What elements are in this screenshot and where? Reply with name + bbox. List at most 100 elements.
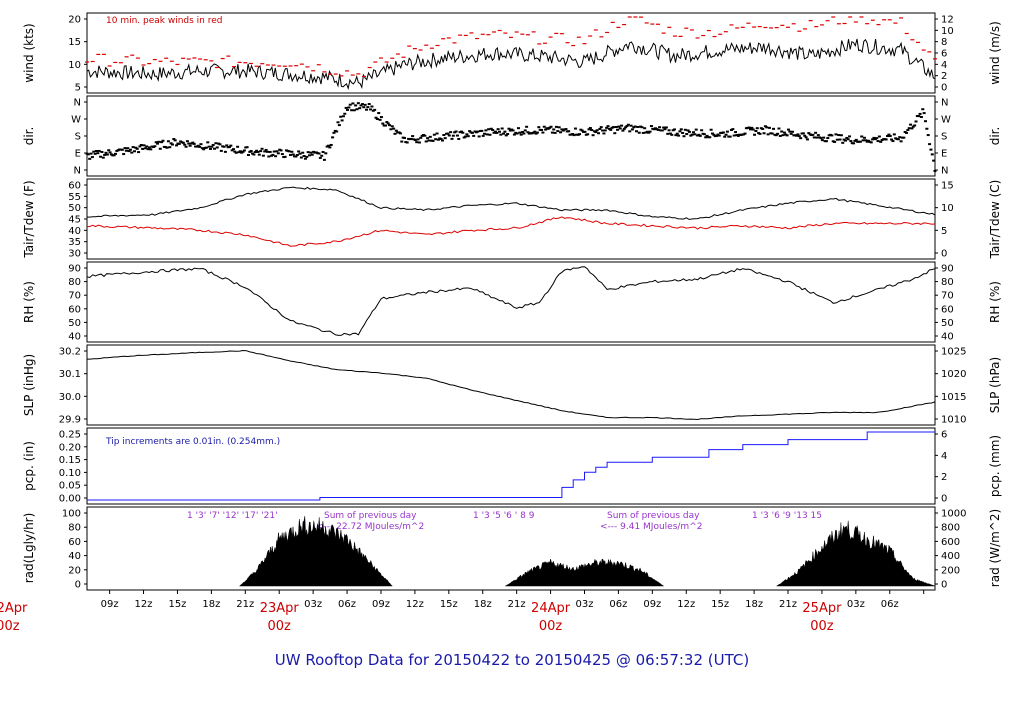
wind-direction-point xyxy=(103,153,107,156)
wind-direction-point xyxy=(343,112,347,115)
rh-right-tick-label: 40 xyxy=(941,332,954,343)
wind-direction-point xyxy=(225,144,229,147)
wind-direction-point xyxy=(835,138,839,141)
wind-direction-point xyxy=(321,151,325,154)
wind-direction-point xyxy=(690,133,694,136)
wind-direction-point xyxy=(628,130,632,133)
wind-direction-point xyxy=(130,151,134,154)
wind-direction-point xyxy=(484,129,488,132)
x-tick-label: 12z xyxy=(135,599,153,610)
wind-right-tick-label: 12 xyxy=(941,15,954,26)
wind-direction-point xyxy=(697,133,701,136)
date-label: 23Apr xyxy=(260,601,300,616)
wind-direction-point xyxy=(318,156,322,159)
wind-direction-point xyxy=(141,147,145,150)
wind-direction-point xyxy=(892,133,896,136)
wind-direction-point xyxy=(170,143,174,146)
wind-direction-point xyxy=(754,129,758,132)
wind-direction-point xyxy=(678,130,682,133)
wind-direction-point xyxy=(487,128,491,131)
rad-left-tick-label: 60 xyxy=(68,537,81,548)
radiation-area-day1 xyxy=(238,516,393,587)
rad-left-tick-label: 100 xyxy=(62,509,81,520)
wind-direction-point xyxy=(465,133,469,136)
wind-direction-point xyxy=(260,147,264,150)
wind-direction-point xyxy=(90,156,94,159)
wind-direction-point xyxy=(786,128,790,131)
wind-direction-point xyxy=(907,127,911,130)
wind-direction-point xyxy=(583,130,587,133)
wind-direction-point xyxy=(789,132,793,135)
wind-direction-point xyxy=(534,132,538,135)
wind-direction-point xyxy=(238,150,242,153)
wind-direction-point xyxy=(207,145,211,148)
wind-direction-point xyxy=(496,128,500,131)
wind-direction-point xyxy=(728,135,732,138)
wind-direction-point xyxy=(375,118,379,121)
wind-direction-point xyxy=(772,127,776,130)
wind-direction-point xyxy=(208,147,212,150)
wind-direction-point xyxy=(704,136,708,139)
wind-direction-point xyxy=(184,145,188,148)
wind-direction-point xyxy=(620,124,624,127)
wind-direction-point xyxy=(553,131,557,134)
wind-direction-point xyxy=(232,148,236,151)
wind-direction-point xyxy=(483,132,487,135)
wind-direction-point xyxy=(213,147,217,150)
wind-direction-point xyxy=(160,141,164,144)
wind-direction-point xyxy=(265,150,269,153)
wind-direction-point xyxy=(910,127,914,130)
wind-direction-point xyxy=(712,133,716,136)
wind-right-tick-label: 0 xyxy=(941,83,947,94)
wind-speed-line xyxy=(86,38,936,91)
wind-direction-point xyxy=(833,140,837,143)
wind-direction-point xyxy=(402,136,406,139)
wind-direction-point xyxy=(329,143,333,146)
slp-left-tick-label: 29.9 xyxy=(59,415,81,426)
wind-direction-point xyxy=(526,131,530,134)
wind-direction-point xyxy=(548,126,552,129)
wind-direction-point xyxy=(911,125,915,128)
wind-direction-point xyxy=(137,151,141,154)
wind-direction-point xyxy=(930,153,934,156)
wind-direction-point xyxy=(905,131,909,134)
wind-direction-point xyxy=(917,115,921,118)
figure-title: UW Rooftop Data for 20150422 to 20150425… xyxy=(275,651,749,669)
wind-direction-point xyxy=(826,137,830,140)
wind-direction-point xyxy=(849,140,853,143)
wind-direction-point xyxy=(297,150,301,153)
wind-direction-point xyxy=(617,125,621,128)
wind-direction-point xyxy=(685,133,689,136)
wind-direction-point xyxy=(134,146,138,149)
wind-direction-point xyxy=(271,153,275,156)
wind-direction-point xyxy=(352,109,356,112)
rh-left-tick-label: 80 xyxy=(68,277,81,288)
wind-direction-point xyxy=(308,154,312,157)
temp-left-tick-label: 40 xyxy=(68,226,81,237)
wind-direction-point xyxy=(567,130,571,133)
pcp-left-tick-label: 0.00 xyxy=(59,494,81,505)
wind-right-tick-label: 8 xyxy=(941,37,947,48)
wind-direction-point xyxy=(928,143,932,146)
wind-direction-point xyxy=(622,127,626,130)
wind-direction-point xyxy=(503,130,507,133)
wind-direction-point xyxy=(175,144,179,147)
wind-direction-point xyxy=(210,145,214,148)
wind-direction-point xyxy=(502,132,506,135)
wind-direction-point xyxy=(306,151,310,154)
wind-direction-point xyxy=(606,125,610,128)
wind-direction-point xyxy=(199,143,203,146)
pcp-left-tick-label: 0.05 xyxy=(59,481,81,492)
wind-direction-point xyxy=(643,127,647,130)
rh-right-tick-label: 70 xyxy=(941,291,954,302)
wind-direction-point xyxy=(305,155,309,158)
wind-direction-point xyxy=(891,140,895,143)
x-tick-label: 03z xyxy=(847,599,865,610)
rad-right-tick-label: 200 xyxy=(941,565,960,576)
wind-direction-point xyxy=(691,131,695,134)
wind-direction-point xyxy=(320,154,324,157)
wind-direction-point xyxy=(398,132,402,135)
wind-direction-point xyxy=(177,142,181,145)
wind-direction-point xyxy=(586,133,590,136)
